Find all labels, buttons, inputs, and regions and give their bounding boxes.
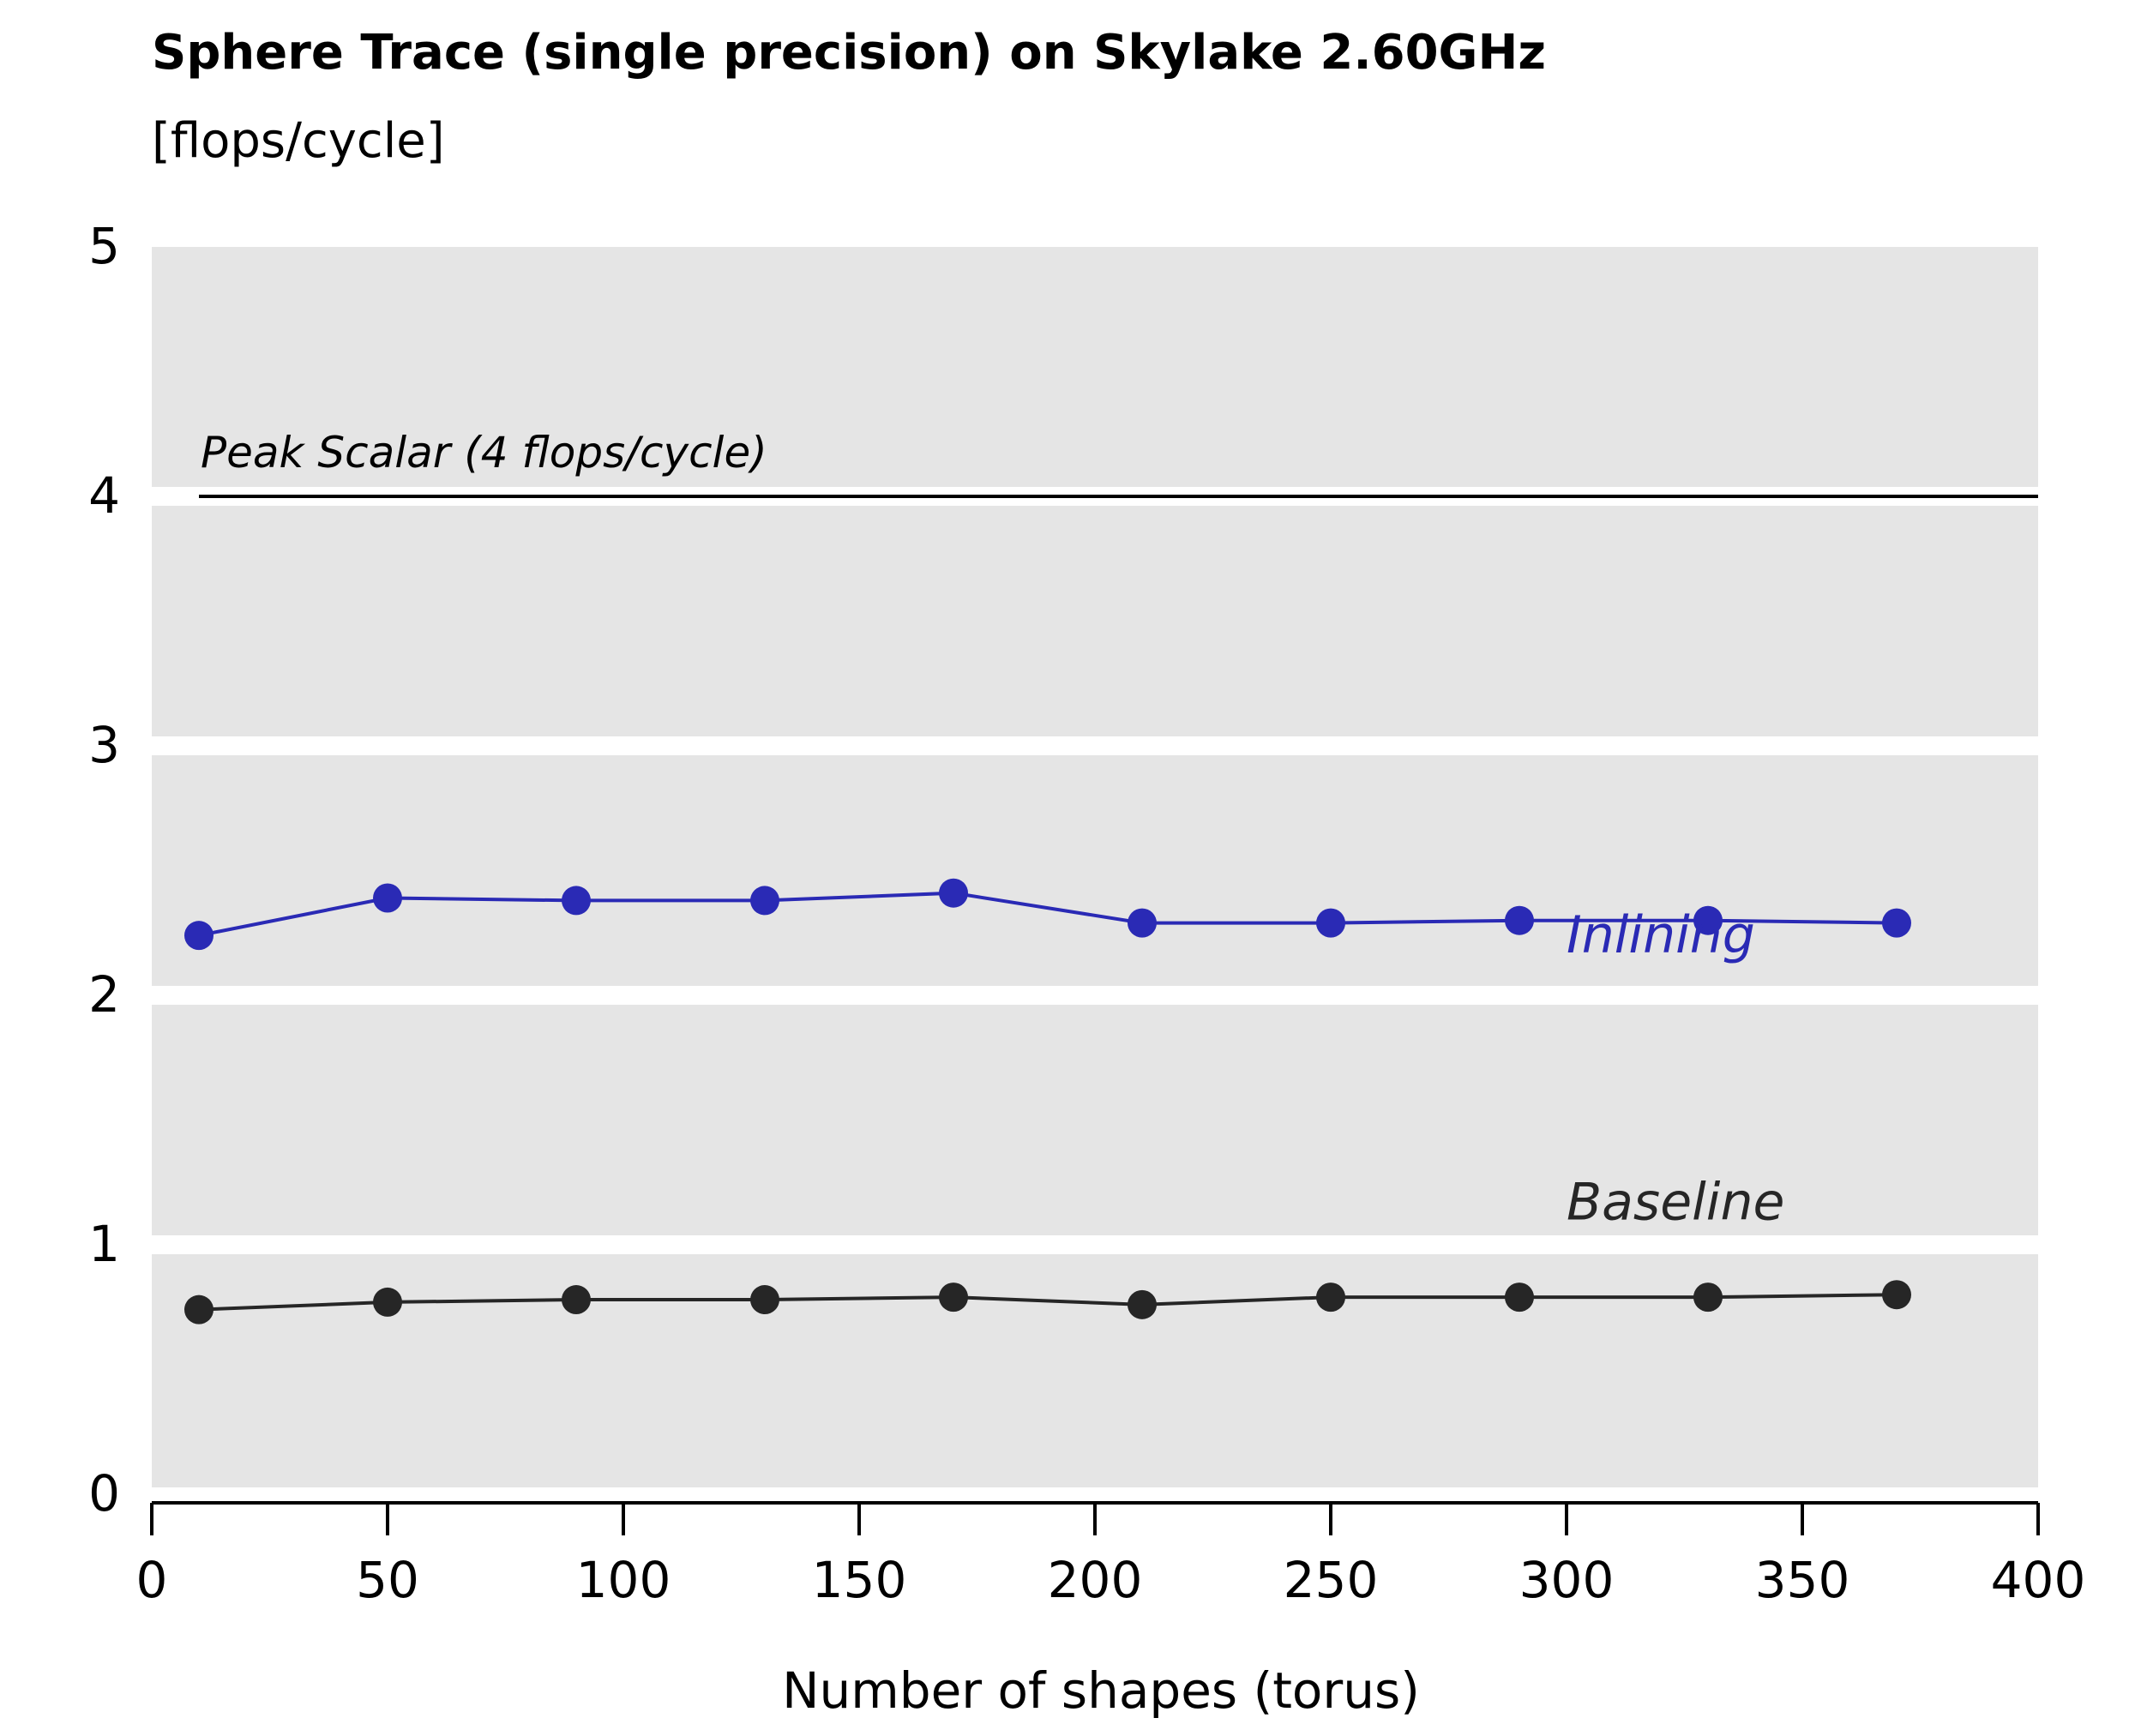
baseline-point (1128, 1289, 1157, 1319)
plot-background (152, 247, 2038, 1494)
x-tick-label: 50 (356, 1551, 419, 1609)
inlining-point (939, 878, 968, 908)
y-tick-label: 4 (88, 466, 120, 525)
series-baseline: Baseline (184, 1173, 1911, 1325)
series-group: Inlining Baseline (184, 878, 1911, 1325)
baseline-point (939, 1282, 968, 1313)
x-tick-label: 100 (576, 1551, 671, 1609)
baseline-point (184, 1294, 214, 1325)
x-tick-label: 0 (136, 1551, 168, 1609)
baseline-point (1316, 1282, 1345, 1313)
y-tick-label: 0 (88, 1464, 120, 1523)
baseline-line (198, 1293, 1897, 1312)
x-tick-label: 300 (1519, 1551, 1615, 1609)
inlining-point (373, 883, 402, 913)
baseline-point (750, 1285, 779, 1315)
y-tick-label: 5 (88, 217, 120, 275)
baseline-point (373, 1287, 402, 1317)
y-tick-label: 3 (88, 716, 120, 774)
series-inlining: Inlining (184, 878, 1911, 965)
x-tick-label: 200 (1048, 1551, 1143, 1609)
x-tick-label: 250 (1284, 1551, 1379, 1609)
x-tick-label: 150 (812, 1551, 907, 1609)
baseline-point (562, 1285, 591, 1315)
baseline-point (1882, 1280, 1911, 1310)
inlining-label: Inlining (1567, 905, 1755, 965)
baseline-point (1693, 1282, 1723, 1313)
inlining-point (1128, 908, 1157, 938)
x-tick-label: 350 (1755, 1551, 1850, 1609)
inlining-point (750, 886, 779, 916)
y-tick-label: 1 (88, 1215, 120, 1273)
chart-subtitle: [flops/cycle] (152, 113, 445, 169)
axes: 0 50 100 150 200 250 300 350 400 0 1 2 3 4 5 (88, 217, 2085, 1609)
x-tick-label: 400 (1991, 1551, 2086, 1609)
reference-line-group: Peak Scalar (4 flops/cycle) (199, 428, 2038, 498)
inlining-point (1316, 908, 1345, 938)
inlining-point (1505, 905, 1534, 935)
baseline-point (1505, 1282, 1534, 1313)
chart-title: Sphere Trace (single precision) on Skyla… (152, 25, 1546, 81)
inlining-line (198, 891, 1897, 938)
inlining-point (184, 921, 214, 951)
inlining-point (1693, 905, 1723, 935)
inlining-point (1882, 908, 1911, 938)
baseline-label: Baseline (1567, 1173, 1784, 1233)
y-tick-label: 2 (88, 965, 120, 1024)
x-axis-label: Number of shapes (torus) (782, 1661, 1420, 1720)
peak-scalar-label: Peak Scalar (4 flops/cycle) (201, 428, 767, 478)
inlining-point (562, 886, 591, 916)
